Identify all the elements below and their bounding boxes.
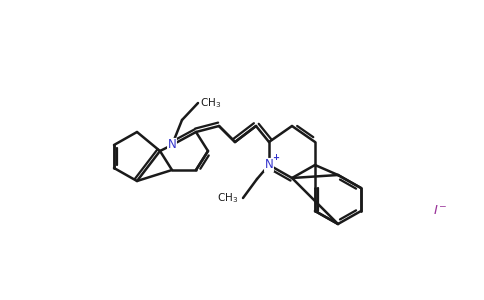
Text: CH$_3$: CH$_3$ bbox=[200, 96, 221, 110]
Text: CH$_3$: CH$_3$ bbox=[217, 191, 238, 205]
Text: N: N bbox=[265, 158, 273, 172]
Text: +: + bbox=[272, 154, 279, 163]
Text: I$^-$: I$^-$ bbox=[433, 203, 447, 217]
Text: N: N bbox=[167, 139, 176, 152]
